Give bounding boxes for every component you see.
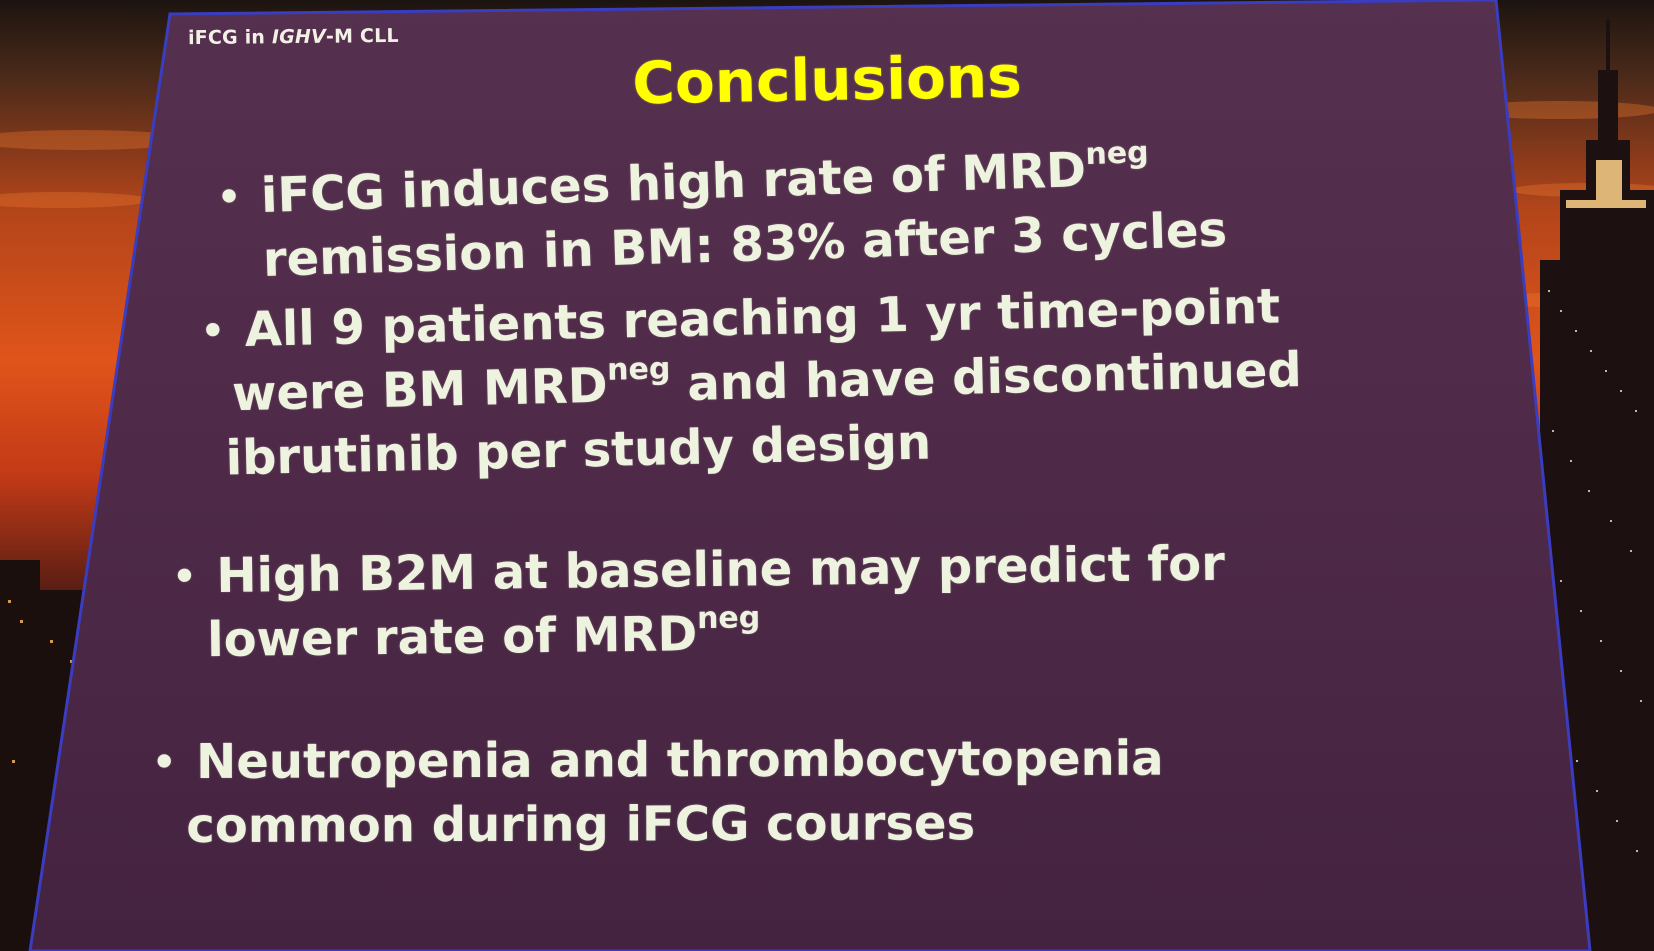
header-tag-suffix: -M CLL [325,24,399,48]
bullet-line: lower rate of MRDneg [206,600,761,669]
bullet-dot-icon: • [200,308,226,353]
header-tag-prefix: iFCG in [187,26,273,50]
bullet-item: • iFCG induces high rate of MRDneg remis… [216,134,1228,292]
bullet-item: • High B2M at baseline may predict for l… [172,532,1226,672]
header-tag-italic: IGHV [271,25,327,49]
bullet-line: High B2M at baseline may predict for [216,535,1226,604]
slide-header-tag: iFCG in IGHV-M CLL [188,25,399,49]
bullet-dot-icon: • [216,174,243,220]
bullet-line: common during iFCG courses [186,795,976,855]
bullet-dot-icon: • [172,554,197,599]
bullet-item: • All 9 patients reaching 1 yr time-poin… [200,274,1304,490]
bullet-item: • Neutropenia and thrombocytopenia commo… [152,727,1164,858]
bullet-dot-icon: • [152,740,177,785]
bullet-line: Neutropenia and thrombocytopenia [196,730,1164,790]
